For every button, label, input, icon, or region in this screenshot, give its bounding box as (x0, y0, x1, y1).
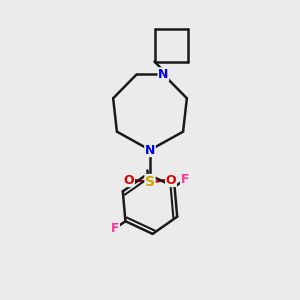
Text: F: F (181, 173, 189, 186)
Text: O: O (124, 173, 134, 187)
Text: F: F (111, 222, 119, 235)
Text: O: O (166, 173, 176, 187)
Text: N: N (145, 143, 155, 157)
Text: S: S (145, 175, 155, 188)
Text: N: N (158, 68, 169, 81)
